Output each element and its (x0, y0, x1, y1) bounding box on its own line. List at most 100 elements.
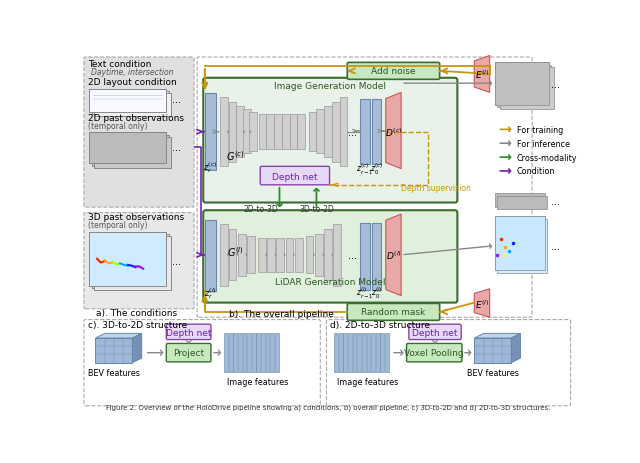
FancyBboxPatch shape (348, 63, 440, 80)
Bar (495, 63, 549, 106)
Text: $G^{(l)}$: $G^{(l)}$ (227, 244, 244, 258)
Bar (344, 334, 348, 372)
Text: Image features: Image features (227, 377, 288, 386)
Bar (385, 334, 389, 372)
Text: $D^{(l)}$: $D^{(l)}$ (385, 249, 401, 262)
Bar (252, 334, 255, 372)
Bar (94, 237, 171, 291)
Bar (236, 107, 244, 158)
Bar (243, 110, 251, 154)
Bar (324, 107, 332, 158)
Text: d). 2D-to-3D structure: d). 2D-to-3D structure (330, 320, 430, 329)
Text: Daytime, intersection: Daytime, intersection (91, 68, 173, 77)
Text: Condition: Condition (516, 167, 555, 176)
Text: Add noise: Add noise (371, 67, 416, 76)
Text: 2D-to-3D: 2D-to-3D (244, 205, 278, 214)
Bar (238, 334, 242, 372)
Bar (92, 92, 168, 115)
Bar (362, 334, 365, 372)
Text: $G^{(c)}$: $G^{(c)}$ (226, 149, 245, 163)
Polygon shape (474, 289, 490, 318)
Text: $E^{(l)}$: $E^{(l)}$ (475, 298, 490, 310)
Bar (500, 68, 554, 110)
Text: c). 3D-to-2D structure: c). 3D-to-2D structure (88, 320, 187, 329)
Bar (220, 98, 228, 167)
Text: Depth net: Depth net (166, 328, 211, 338)
Bar (94, 94, 171, 117)
Bar (243, 334, 246, 372)
FancyBboxPatch shape (84, 58, 194, 208)
Polygon shape (474, 338, 511, 363)
Bar (308, 113, 316, 151)
Bar (234, 334, 237, 372)
Bar (367, 334, 371, 372)
Bar (90, 232, 166, 286)
Text: $z_{r-1}^{(l)}$: $z_{r-1}^{(l)}$ (356, 285, 374, 300)
FancyBboxPatch shape (204, 79, 458, 203)
Bar (497, 219, 547, 273)
Bar (90, 89, 166, 113)
Bar (497, 196, 547, 210)
Bar (332, 102, 340, 163)
Text: For inference: For inference (516, 139, 570, 149)
Bar (340, 98, 348, 167)
Bar (274, 115, 282, 149)
Bar (497, 66, 551, 108)
Text: Project: Project (173, 349, 204, 357)
Bar (295, 238, 303, 272)
Bar (353, 334, 356, 372)
Text: ...: ... (551, 241, 560, 251)
Bar (339, 334, 342, 372)
Text: ...: ... (172, 95, 180, 105)
Bar (275, 334, 279, 372)
Text: 2D layout condition: 2D layout condition (88, 78, 177, 87)
Polygon shape (132, 334, 141, 363)
FancyBboxPatch shape (197, 58, 532, 318)
Bar (94, 138, 171, 169)
Bar (376, 334, 380, 372)
Text: ...: ... (551, 80, 560, 90)
Text: Depth supervision: Depth supervision (401, 183, 471, 192)
Bar (495, 63, 549, 106)
Bar (324, 229, 332, 281)
Text: $z_0^{(c)}$: $z_0^{(c)}$ (370, 161, 383, 176)
Bar (495, 194, 545, 208)
Text: $D^{(c)}$: $D^{(c)}$ (385, 126, 402, 138)
Text: $E^{(l)}$: $E^{(l)}$ (475, 69, 490, 81)
Bar (334, 334, 338, 372)
Bar (261, 334, 265, 372)
Bar (90, 133, 166, 164)
Text: For training: For training (516, 125, 563, 135)
Bar (495, 217, 545, 271)
Bar (258, 238, 266, 272)
Bar (316, 110, 324, 154)
Text: Voxel Pooling: Voxel Pooling (404, 349, 464, 357)
Polygon shape (95, 338, 132, 363)
Text: Random mask: Random mask (362, 308, 426, 317)
FancyBboxPatch shape (406, 344, 462, 362)
Bar (266, 115, 274, 149)
Bar (297, 115, 305, 149)
Bar (257, 334, 260, 372)
Bar (380, 334, 384, 372)
Polygon shape (386, 215, 401, 296)
Polygon shape (511, 334, 520, 363)
Text: Image Generation Model: Image Generation Model (275, 82, 387, 91)
Polygon shape (474, 56, 490, 93)
Text: Figure 2. Overview of the HoloDrive pipeline showing a) conditions, b) overall p: Figure 2. Overview of the HoloDrive pipe… (106, 403, 550, 410)
Bar (270, 334, 274, 372)
Bar (90, 133, 166, 164)
Polygon shape (474, 334, 520, 338)
FancyBboxPatch shape (326, 320, 570, 406)
Bar (250, 113, 257, 151)
FancyBboxPatch shape (409, 325, 461, 340)
Bar (267, 238, 275, 272)
Text: a). The conditions: a). The conditions (97, 308, 178, 318)
Bar (282, 115, 289, 149)
Bar (228, 334, 232, 372)
Bar (372, 100, 381, 165)
Bar (247, 237, 255, 273)
Text: b). The overall pipeline: b). The overall pipeline (229, 309, 334, 318)
Bar (289, 115, 297, 149)
FancyBboxPatch shape (84, 320, 320, 406)
